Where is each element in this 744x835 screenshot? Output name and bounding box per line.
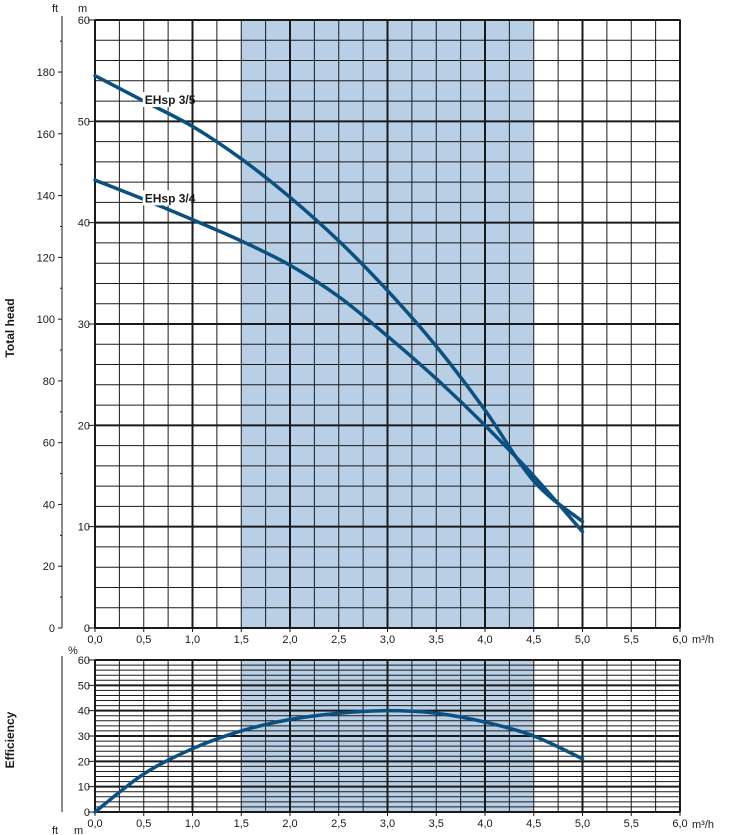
head-x-tick-label: 2,0: [282, 634, 297, 646]
head-series-line-ehsp-3-4: [93, 178, 585, 534]
head-series-line-ehsp-3-5: [93, 73, 585, 524]
head-x-tick-label: 1,5: [234, 634, 249, 646]
bottom-ft-unit: ft: [52, 825, 58, 835]
curve-label-bg: [142, 92, 191, 108]
efficiency-x-tick-label: 1,0: [185, 818, 200, 830]
efficiency-x-tick-label: 4,0: [477, 818, 492, 830]
head-tick-labels: 0,0 0,5 1,0 1,5 2,0 2,5 3,0 3,5 4,0 4,5 5,0 5,5 6,0 0…: [37, 15, 688, 646]
efficiency-y-tick-label: 60: [78, 655, 90, 667]
efficiency-x-tick-label: 3,5: [429, 818, 444, 830]
efficiency-x-tick-label: 5,5: [624, 818, 639, 830]
head-y2-tick-label: 180: [37, 67, 55, 79]
head-series: [93, 73, 585, 534]
head-x-unit: m³/h: [692, 634, 714, 646]
head-x-tick-label: 4,5: [526, 634, 541, 646]
head-y2-tick-label: 160: [37, 129, 55, 141]
efficiency-y-tick-label: 20: [78, 756, 90, 768]
head-y2-tick-label: 100: [37, 314, 55, 326]
efficiency-x-tick-label: 2,5: [331, 818, 346, 830]
head-y-tick-label: 40: [78, 218, 90, 230]
head-y-tick-label: 50: [78, 116, 90, 128]
efficiency-x-tick-label: 0,0: [87, 818, 102, 830]
efficiency-y-tick-label: 0: [84, 807, 90, 819]
efficiency-series: [93, 708, 585, 814]
efficiency-tick-labels: 0,0 0,5 1,0 1,5 2,0 2,5 3,0 3,5 4,0 4,5 5,0 5,5 6,0 0…: [78, 655, 688, 830]
bottom-m-unit: m: [74, 825, 83, 835]
head-x-tick-label: 3,0: [380, 634, 395, 646]
head-x-tick-label: 5,5: [624, 634, 639, 646]
curve-label-bg: [142, 190, 191, 206]
head-y-tick-label: 20: [78, 420, 90, 432]
efficiency-y-tick-label: 50: [78, 680, 90, 692]
head-y-tick-label: 60: [78, 15, 90, 27]
efficiency-x-tick-label: 4,5: [526, 818, 541, 830]
efficiency-y-axis-title: Efficiency: [3, 711, 17, 768]
efficiency-x-tick-label: 3,0: [380, 818, 395, 830]
head-y2-tick-label: 0: [49, 623, 55, 635]
efficiency-chart: 0,0 0,5 1,0 1,5 2,0 2,5 3,0 3,5 4,0 4,5 5,0 5,5 6,0 0…: [61, 655, 688, 830]
head-x-tick-label: 3,5: [429, 634, 444, 646]
head-x-tick-label: 0,5: [136, 634, 151, 646]
head-y-tick-label: 0: [84, 623, 90, 635]
head-y-unit: m: [78, 3, 87, 15]
efficiency-x-tick-label: 6,0: [672, 818, 687, 830]
efficiency-x-tick-label: 1,5: [234, 818, 249, 830]
efficiency-x-tick-label: 5,0: [575, 818, 590, 830]
curve-label: EHsp 3/5: [145, 93, 196, 107]
efficiency-x-unit: m³/h: [692, 819, 714, 831]
head-x-tick-label: 2,5: [331, 634, 346, 646]
head-y2-tick-label: 60: [43, 438, 55, 450]
head-y2-tick-label: 140: [37, 191, 55, 203]
head-x-tick-label: 6,0: [672, 634, 687, 646]
head-y2-tick-label: 120: [37, 252, 55, 264]
efficiency-y-tick-label: 40: [78, 706, 90, 718]
curve-label: EHsp 3/4: [145, 191, 196, 205]
head-y2-unit: ft: [52, 3, 58, 15]
head-y-axis-title: Total head: [3, 298, 17, 357]
efficiency-series-line: [93, 708, 585, 814]
head-y2-tick-label: 80: [43, 376, 55, 388]
head-y2-tick-label: 20: [43, 561, 55, 573]
total-head-chart: 0,0 0,5 1,0 1,5 2,0 2,5 3,0 3,5 4,0 4,5 5,0 5,5 6,0 0…: [37, 15, 688, 646]
head-x-tick-label: 4,0: [477, 634, 492, 646]
efficiency-y-unit: %: [68, 645, 78, 657]
head-y2-tick-label: 40: [43, 499, 55, 511]
efficiency-y-tick-label: 10: [78, 782, 90, 794]
efficiency-x-tick-label: 0,5: [136, 818, 151, 830]
efficiency-x-tick-label: 2,0: [282, 818, 297, 830]
head-y-tick-label: 30: [78, 319, 90, 331]
head-x-tick-label: 5,0: [575, 634, 590, 646]
head-x-tick-label: 0,0: [87, 634, 102, 646]
head-y-tick-label: 10: [78, 522, 90, 534]
efficiency-y-tick-label: 30: [78, 731, 90, 743]
head-x-tick-label: 1,0: [185, 634, 200, 646]
